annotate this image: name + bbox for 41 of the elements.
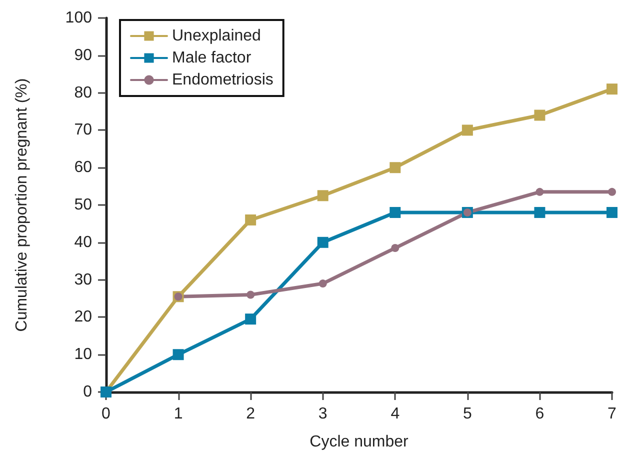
point [391, 244, 400, 252]
x-axis-title: Cycle number [310, 434, 410, 450]
y-tick-label: 50 [74, 196, 92, 214]
x-tick-label: 2 [246, 406, 256, 422]
y-tick-label: 100 [65, 10, 92, 26]
point [606, 84, 618, 95]
y-tick-label: 60 [74, 159, 92, 176]
point [245, 214, 256, 226]
point [246, 290, 255, 299]
legend-label: Endometriosis [172, 72, 274, 88]
legend-label: Unexplained [172, 28, 261, 44]
legend-label: Male factor [172, 50, 252, 66]
point [390, 162, 401, 174]
y-tick-label: 70 [74, 122, 92, 139]
y-tick-label: 0 [83, 384, 92, 400]
y-tick-label: 90 [74, 46, 92, 64]
x-tick-label: 0 [102, 406, 111, 422]
x-tick-label: 6 [535, 406, 544, 422]
x-tick-label: 1 [174, 406, 183, 422]
x-tick-label: 7 [608, 406, 617, 422]
point [536, 188, 544, 196]
x-tick-label: 4 [390, 406, 400, 422]
y-tick-label: 10 [74, 346, 92, 364]
point [390, 206, 401, 218]
point [608, 188, 616, 196]
point [245, 314, 256, 325]
y-tick-label: 80 [74, 84, 92, 102]
point [317, 190, 328, 202]
x-tick-label: 3 [318, 406, 328, 422]
point [534, 206, 546, 218]
y-tick-label: 40 [74, 234, 92, 251]
point [606, 206, 618, 218]
y-tick-label: 20 [74, 308, 92, 326]
x-tick-label: 5 [462, 406, 472, 422]
point [462, 124, 473, 136]
point [317, 236, 328, 248]
y-tick-label: 30 [74, 271, 92, 288]
y-axis-title: Cumulative proportion pregnant (%) [14, 78, 30, 332]
point [172, 349, 184, 360]
point [318, 280, 327, 288]
point [534, 110, 546, 121]
